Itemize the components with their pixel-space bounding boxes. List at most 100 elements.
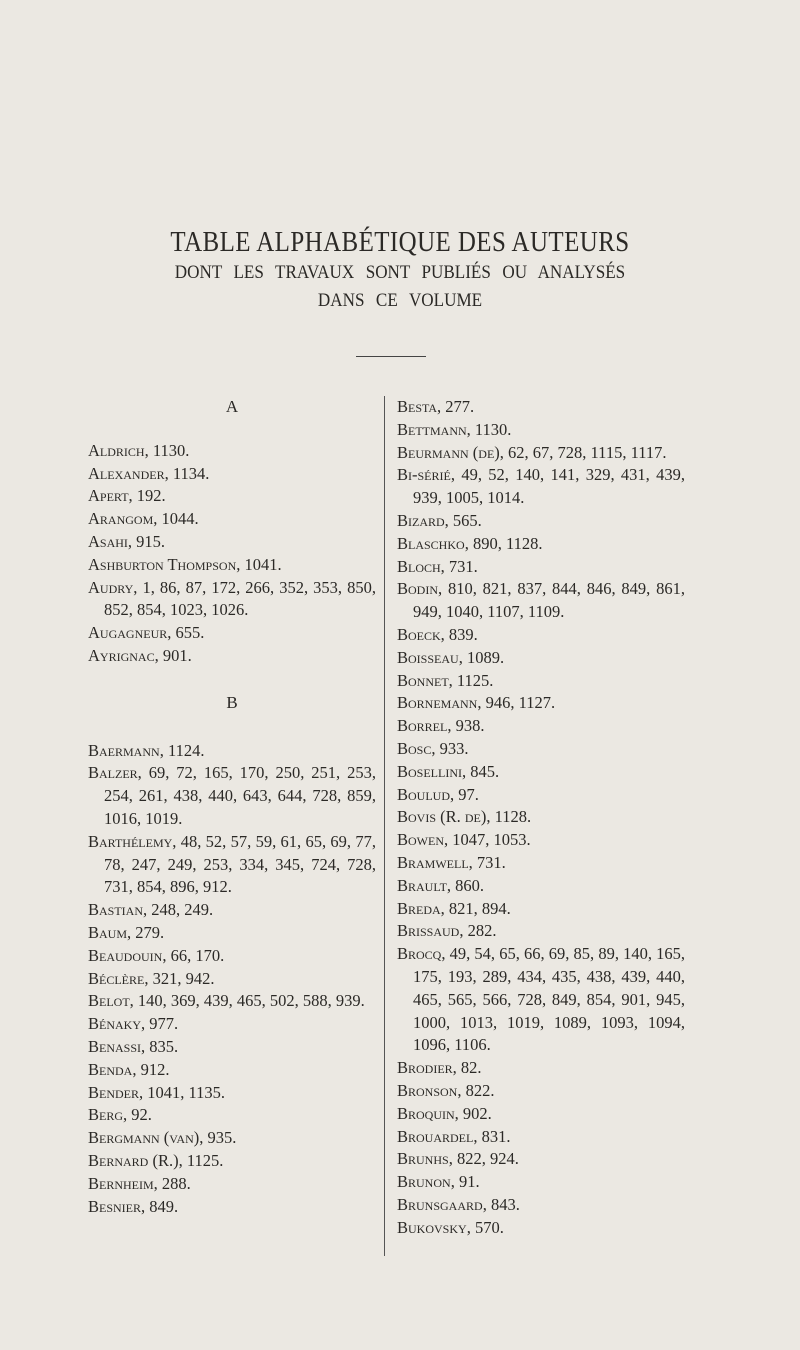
author-name: Belot bbox=[88, 991, 130, 1011]
page-references: , 731. bbox=[440, 556, 478, 576]
page-references: , 288. bbox=[153, 1173, 191, 1193]
page-references: , 279. bbox=[127, 922, 165, 942]
author-name: Audry bbox=[88, 577, 134, 597]
author-name: Asahi bbox=[88, 531, 128, 551]
page-references: , 140, 369, 439, 465, 502, 588, 939. bbox=[129, 991, 365, 1011]
page-subtitle-line-1: DONT LES TRAVAUX SONT PUBLIÉS OU ANALYSÉ… bbox=[174, 262, 626, 283]
right-column: Besta, 277. Bettmann, 1130. Beurmann (de),… bbox=[397, 396, 685, 1239]
page-references: , 831. bbox=[473, 1126, 511, 1146]
author-name: Bosc bbox=[397, 738, 432, 758]
author-name: Arangom bbox=[88, 509, 154, 529]
page-references: , 822, 924. bbox=[448, 1149, 519, 1169]
author-entry: Apert, 192. bbox=[88, 485, 376, 508]
author-name: Bettmann bbox=[397, 419, 467, 439]
title-rule bbox=[356, 356, 426, 357]
page-references: , 97. bbox=[450, 784, 479, 804]
page-references: , 933. bbox=[431, 738, 469, 758]
author-name: Bronson bbox=[397, 1080, 458, 1100]
page-references: , 810, 821, 837, 844, 846, 849, 861, 949… bbox=[413, 579, 685, 622]
author-entry: Baum, 279. bbox=[88, 922, 376, 945]
page-references: , 912. bbox=[132, 1059, 170, 1079]
author-entry: Berg, 92. bbox=[88, 1104, 376, 1127]
author-entry: Baermann, 1124. bbox=[88, 740, 376, 763]
author-name: Baermann bbox=[88, 740, 160, 760]
column-divider bbox=[384, 396, 385, 1256]
author-entry: Brodier, 82. bbox=[397, 1057, 685, 1080]
author-entry: Brunsgaard, 843. bbox=[397, 1194, 685, 1217]
author-name: Bosellini bbox=[397, 761, 462, 781]
author-name: Brodier bbox=[397, 1058, 453, 1078]
author-entry: Borrel, 938. bbox=[397, 715, 685, 738]
author-name: Brissaud bbox=[397, 921, 460, 941]
page-references: , 1041, 1135. bbox=[139, 1082, 226, 1102]
author-name: Brunsgaard bbox=[397, 1194, 483, 1214]
page-references: , 69, 72, 165, 170, 250, 251, 253, 254, … bbox=[104, 763, 376, 828]
author-entry: Blaschko, 890, 1128. bbox=[397, 533, 685, 556]
page-references: , 915. bbox=[127, 531, 166, 551]
section-letter-a: A bbox=[225, 397, 239, 416]
author-entry: Bornemann, 946, 1127. bbox=[397, 692, 685, 715]
page-references: , 902. bbox=[454, 1103, 492, 1123]
page-references: , 731. bbox=[468, 852, 506, 872]
page-references: , 1130. bbox=[144, 440, 190, 460]
author-entry: Breda, 821, 894. bbox=[397, 898, 685, 921]
author-entry: Bettmann, 1130. bbox=[397, 419, 685, 442]
author-name: Bergmann (van) bbox=[88, 1128, 200, 1148]
author-name: Bénaky bbox=[88, 1014, 141, 1034]
author-entry: Bukovsky, 570. bbox=[397, 1217, 685, 1240]
author-name: Alexander bbox=[88, 463, 165, 483]
author-name: Bovis (R. de) bbox=[397, 807, 487, 827]
author-entry: Bovis (R. de), 1128. bbox=[397, 806, 685, 829]
page-references: , 1125. bbox=[178, 1150, 224, 1170]
author-entry: Bi-sérié, 49, 52, 140, 141, 329, 431, 43… bbox=[397, 464, 685, 510]
author-entry: Bosellini, 845. bbox=[397, 761, 685, 784]
author-name: Borrel bbox=[397, 716, 448, 736]
page-references: , 839. bbox=[440, 624, 478, 644]
author-name: Boisseau bbox=[397, 647, 459, 667]
author-name: Apert bbox=[88, 486, 129, 506]
author-entry: Aldrich, 1130. bbox=[88, 440, 376, 463]
page-references: , 843. bbox=[482, 1194, 520, 1214]
page-references: , 935. bbox=[199, 1128, 237, 1148]
author-name: Augagneur bbox=[88, 623, 168, 643]
author-entry: Bastian, 248, 249. bbox=[88, 899, 376, 922]
page-references: , 66, 170. bbox=[162, 945, 225, 965]
page-title: TABLE ALPHABÉTIQUE DES AUTEURS bbox=[170, 226, 630, 258]
author-entry: Brocq, 49, 54, 65, 66, 69, 85, 89, 140, … bbox=[397, 943, 685, 1057]
author-entry: Bronson, 822. bbox=[397, 1080, 685, 1103]
page-references: , 92. bbox=[123, 1105, 152, 1125]
author-entry: Balzer, 69, 72, 165, 170, 250, 251, 253,… bbox=[88, 762, 376, 830]
author-entry: Beaudouin, 66, 170. bbox=[88, 945, 376, 968]
author-name: Broquin bbox=[397, 1103, 455, 1123]
author-name: Brault bbox=[397, 875, 447, 895]
author-entry: Bonnet, 1125. bbox=[397, 670, 685, 693]
author-name: Bender bbox=[88, 1082, 140, 1102]
author-entry: Audry, 1, 86, 87, 172, 266, 352, 353, 85… bbox=[88, 577, 376, 623]
author-name: Brouardel bbox=[397, 1126, 474, 1146]
page-references: , 1, 86, 87, 172, 266, 352, 353, 850, 85… bbox=[104, 577, 376, 620]
page-references: , 845. bbox=[462, 761, 500, 781]
author-name: Balzer bbox=[88, 763, 138, 783]
author-name: Besnier bbox=[88, 1196, 142, 1216]
author-list-a: Aldrich, 1130. Alexander, 1134. Apert, 192… bbox=[88, 440, 376, 668]
page-references: , 321, 942. bbox=[144, 968, 215, 988]
page-references: , 91. bbox=[450, 1172, 480, 1192]
author-name: Besta bbox=[397, 397, 438, 416]
author-name: Bloch bbox=[397, 556, 441, 576]
page-references: , 977. bbox=[141, 1014, 179, 1034]
author-name: Breda bbox=[397, 898, 441, 918]
author-name: Blaschko bbox=[397, 533, 465, 553]
page-references: , 48, 52, 57, 59, 61, 65, 69, 77, 78, 24… bbox=[104, 831, 376, 897]
author-entry: Bizard, 565. bbox=[397, 510, 685, 533]
page-references: , 49, 52, 140, 141, 329, 431, 439, 939, … bbox=[413, 465, 685, 508]
page-references: , 901. bbox=[154, 645, 192, 665]
author-name: Boeck bbox=[397, 624, 441, 644]
author-name: Berg bbox=[88, 1105, 124, 1125]
author-name: Bornemann bbox=[397, 693, 478, 713]
page-references: , 1125. bbox=[448, 670, 494, 690]
author-entry: Ashburton Thompson, 1041. bbox=[88, 554, 376, 577]
page-references: , 565. bbox=[444, 510, 482, 530]
author-name: Beurmann (de) bbox=[397, 442, 500, 462]
page-subtitle-line-2: DANS CE VOLUME bbox=[317, 290, 483, 311]
author-name: Bodin bbox=[397, 579, 438, 599]
